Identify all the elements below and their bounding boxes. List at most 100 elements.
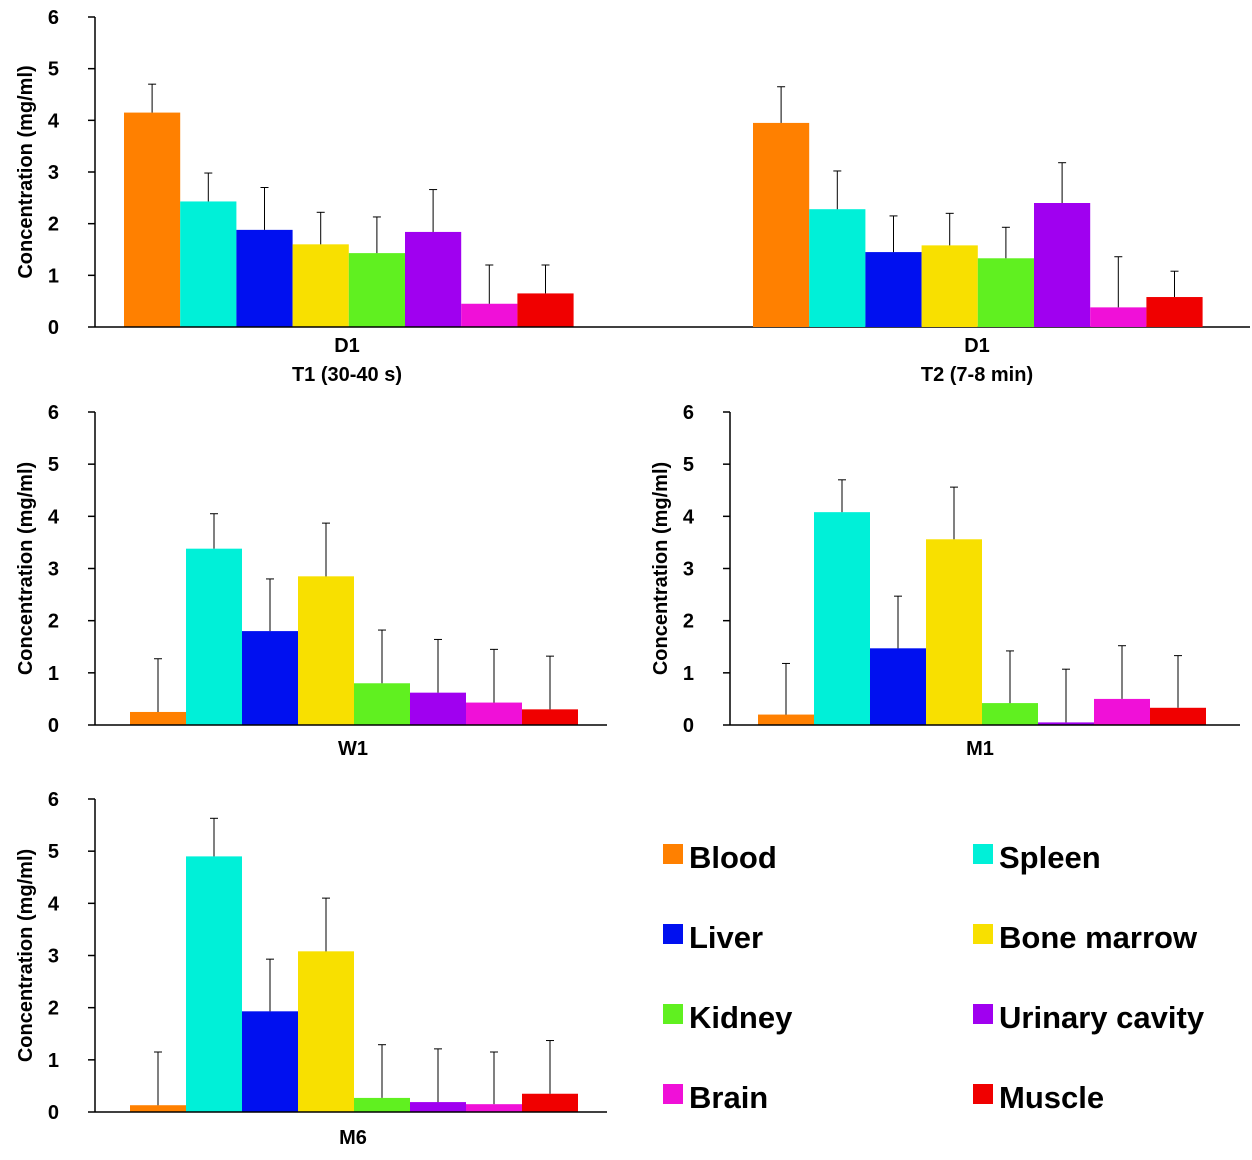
bar-kidney <box>354 683 410 725</box>
y-tick-label: 4 <box>48 893 60 915</box>
bar-brain <box>461 303 518 327</box>
legend-swatch <box>663 844 683 864</box>
y-tick-label: 3 <box>48 162 59 184</box>
legend-label: Spleen <box>999 840 1101 875</box>
y-tick-label: 2 <box>48 611 59 633</box>
bar-urinary-cavity <box>1034 203 1091 327</box>
y-tick-label: 2 <box>683 611 694 633</box>
bar-kidney <box>982 703 1038 725</box>
bar-muscle <box>1150 707 1206 725</box>
bar-kidney <box>348 253 405 327</box>
legend-label: Brain <box>689 1080 768 1115</box>
y-tick-label: 5 <box>48 841 59 863</box>
y-tick-label: 6 <box>48 402 59 424</box>
bar-muscle <box>522 1093 578 1112</box>
bar-liver <box>865 252 922 327</box>
chart-4: 0 1 2 3 4 5 6 Concentration (mg/ml) M1 <box>650 402 1240 760</box>
bar-liver <box>242 1011 298 1112</box>
y-tick-label: 2 <box>48 214 59 236</box>
bar-spleen <box>809 209 866 327</box>
y-tick-label: 1 <box>48 265 59 287</box>
bar-blood <box>753 122 810 328</box>
bar-bone-marrow <box>298 951 354 1112</box>
legend-label: Blood <box>689 840 777 875</box>
chart-1: 0 1 2 3 4 5 6 Concentration (mg/ml) D1 T1 (30-40 … <box>15 7 1250 386</box>
legend-label: Liver <box>689 920 763 955</box>
y-tick-label: 5 <box>48 59 59 81</box>
legend-swatch <box>973 1004 993 1024</box>
bar-kidney <box>354 1097 410 1112</box>
legend-label: Kidney <box>689 1000 793 1035</box>
y-tick-label: 3 <box>48 559 59 581</box>
y-tick-label: 3 <box>683 559 694 581</box>
y-tick-label: 6 <box>48 7 59 29</box>
bar-brain <box>466 1104 522 1112</box>
y-tick-label: 5 <box>683 454 694 476</box>
y-tick-label: 6 <box>683 402 694 424</box>
bar-liver <box>242 631 298 725</box>
y-tick-label: 5 <box>48 454 59 476</box>
bar-bone-marrow <box>298 576 354 725</box>
legend-swatch <box>973 1084 993 1104</box>
chart-3: 0 1 2 3 4 5 6 Concentration (mg/ml) W1 <box>15 402 607 760</box>
x-axis-label: T1 (30-40 s) <box>292 364 402 386</box>
bar-liver <box>236 229 293 327</box>
x-axis-label: D1 <box>964 335 990 357</box>
bar-kidney <box>977 258 1034 327</box>
bar-spleen <box>186 548 242 725</box>
y-tick-label: 0 <box>683 715 694 737</box>
y-tick-label: 0 <box>48 715 59 737</box>
y-tick-label: 4 <box>48 506 60 528</box>
legend-swatch <box>973 844 993 864</box>
y-tick-label: 1 <box>48 1050 59 1072</box>
x-axis-label: T2 (7-8 min) <box>921 364 1033 386</box>
y-tick-label: 0 <box>48 317 59 339</box>
x-axis-label: D1 <box>334 335 360 357</box>
bar-blood <box>758 714 814 725</box>
legend: Blood Spleen Liver Bone marrow Kidney Urinary… <box>663 840 1205 1115</box>
bar-brain <box>466 702 522 725</box>
y-tick-label: 1 <box>683 663 694 685</box>
bar-urinary-cavity <box>1038 722 1094 725</box>
x-axis-label: M1 <box>966 738 994 760</box>
bar-muscle <box>517 293 574 327</box>
bar-blood <box>130 711 186 725</box>
bar-spleen <box>180 201 237 327</box>
bar-bone-marrow <box>292 244 349 327</box>
bar-brain <box>1094 698 1150 725</box>
y-axis-title: Concentration (mg/ml) <box>15 462 37 675</box>
bar-bone-marrow <box>921 245 978 327</box>
bar-liver <box>870 648 926 725</box>
bar-urinary-cavity <box>410 692 466 725</box>
y-axis-title: Concentration (mg/ml) <box>15 849 37 1062</box>
y-tick-label: 0 <box>48 1102 59 1124</box>
legend-swatch <box>973 924 993 944</box>
legend-label: Bone marrow <box>999 920 1198 955</box>
chart-5: 0 1 2 3 4 5 6 Concentration (mg/ml) M6 <box>15 789 607 1149</box>
y-tick-label: 3 <box>48 946 59 968</box>
y-tick-label: 2 <box>48 998 59 1020</box>
bar-muscle <box>522 709 578 725</box>
chart-2: D1 T2 (7-8 min) <box>753 86 1203 386</box>
bar-urinary-cavity <box>405 231 462 327</box>
bar-urinary-cavity <box>410 1102 466 1112</box>
x-axis-label: W1 <box>338 738 368 760</box>
legend-label: Urinary cavity <box>999 1000 1205 1035</box>
y-tick-label: 1 <box>48 663 59 685</box>
bar-blood <box>130 1105 186 1112</box>
y-tick-label: 4 <box>48 110 60 132</box>
y-tick-label: 6 <box>48 789 59 811</box>
bar-spleen <box>186 856 242 1112</box>
legend-swatch <box>663 1004 683 1024</box>
y-axis-title: Concentration (mg/ml) <box>650 462 672 675</box>
bar-brain <box>1090 307 1147 327</box>
bar-spleen <box>814 512 870 725</box>
y-tick-label: 4 <box>683 506 695 528</box>
bar-muscle <box>1146 297 1203 327</box>
bar-bone-marrow <box>926 539 982 725</box>
bar-blood <box>124 112 181 327</box>
legend-swatch <box>663 1084 683 1104</box>
legend-swatch <box>663 924 683 944</box>
x-axis-label: M6 <box>339 1127 367 1149</box>
